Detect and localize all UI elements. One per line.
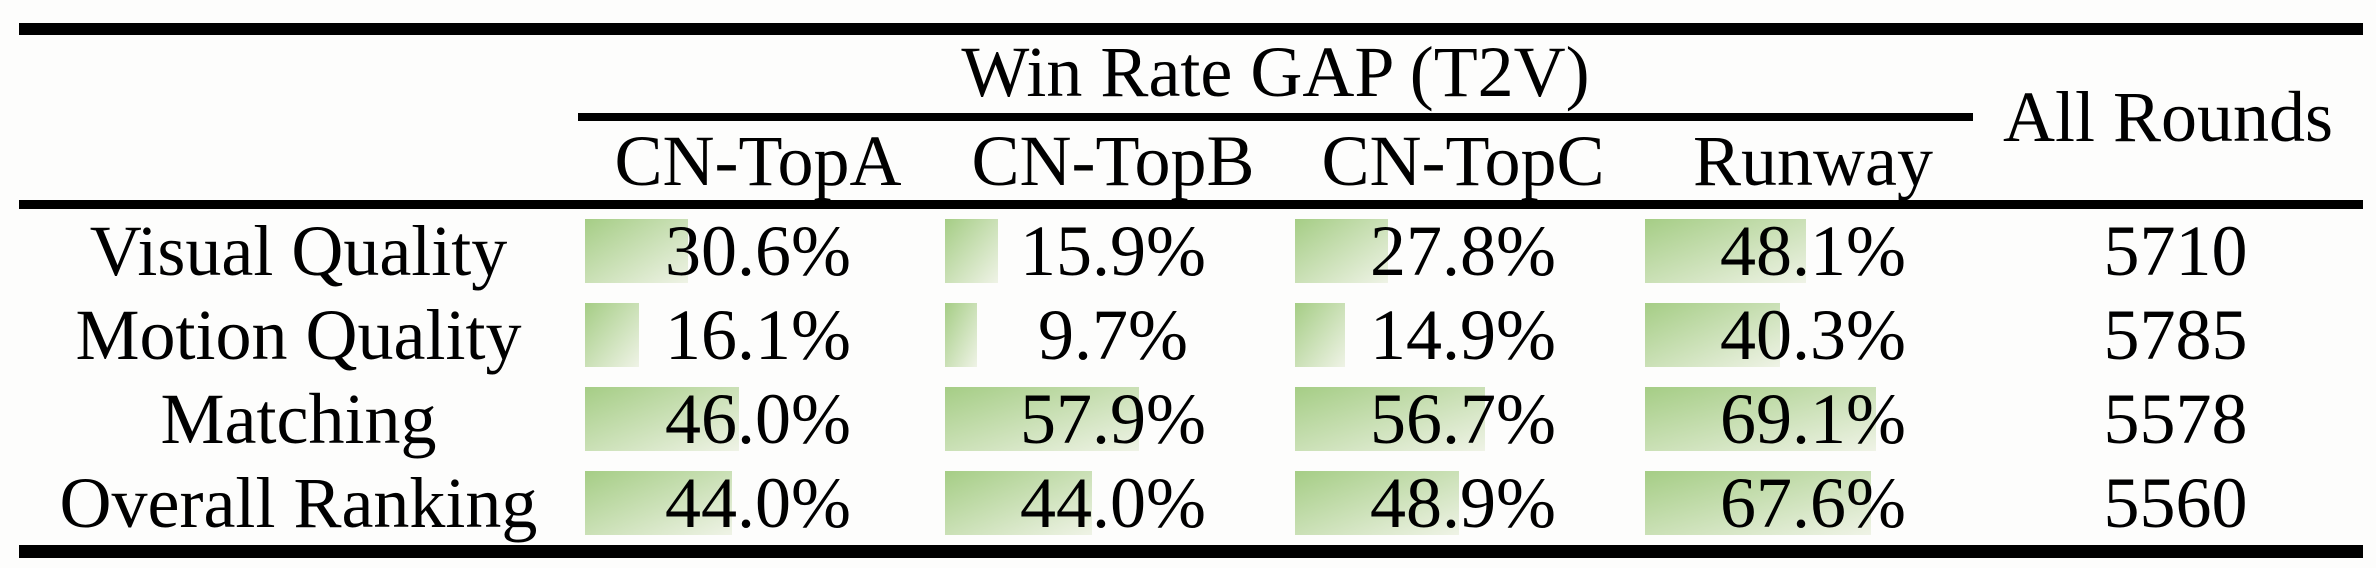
win-rate-bar bbox=[945, 387, 1139, 451]
row-label: Matching bbox=[160, 379, 437, 459]
group-header-win-rate-gap: Win Rate GAP (T2V) bbox=[961, 31, 1590, 112]
column-header-runway: Runway bbox=[1693, 120, 1933, 201]
all-rounds-column-header: All Rounds bbox=[2002, 76, 2334, 157]
win-rate-bar bbox=[585, 387, 740, 451]
all-rounds-value: 5578 bbox=[2103, 379, 2248, 459]
win-rate-bar bbox=[1645, 219, 1807, 283]
win-rate-value: 56.7% bbox=[1370, 379, 1556, 459]
win-rate-cell: 44.0% bbox=[578, 461, 938, 545]
win-rate-value: 14.9% bbox=[1370, 295, 1556, 375]
all-rounds-value: 5785 bbox=[2103, 295, 2248, 375]
column-header-row: CN-TopA CN-TopB CN-TopC Runway bbox=[578, 121, 1988, 200]
win-rate-cell: 14.9% bbox=[1288, 293, 1638, 377]
win-rate-value: 9.7% bbox=[1038, 295, 1188, 375]
win-rate-value: 30.6% bbox=[665, 211, 851, 291]
table-row: Motion Quality 16.1% 9.7% 14.9% 40.3% 5785 bbox=[19, 293, 2363, 377]
win-rate-cell: 27.8% bbox=[1288, 209, 1638, 293]
win-rate-cell: 16.1% bbox=[578, 293, 938, 377]
win-rate-cell: 67.6% bbox=[1638, 461, 1988, 545]
win-rate-value: 16.1% bbox=[665, 295, 851, 375]
win-rate-bar bbox=[1295, 387, 1485, 451]
win-rate-cell: 30.6% bbox=[578, 209, 938, 293]
all-rounds-value: 5560 bbox=[2103, 463, 2248, 543]
win-rate-cell: 48.1% bbox=[1638, 209, 1988, 293]
group-header-underline-rule bbox=[578, 113, 1973, 121]
win-rate-value: 69.1% bbox=[1720, 379, 1906, 459]
win-rate-bar bbox=[585, 303, 639, 367]
win-rate-bar bbox=[945, 303, 978, 367]
win-rate-value: 67.6% bbox=[1720, 463, 1906, 543]
header-separator-rule bbox=[19, 200, 2363, 209]
column-header-cn-topa: CN-TopA bbox=[614, 120, 902, 201]
win-rate-cell: 48.9% bbox=[1288, 461, 1638, 545]
win-rate-bar bbox=[1295, 303, 1345, 367]
table-row: Overall Ranking 44.0% 44.0% 48.9% 67.6% 5560 bbox=[19, 461, 2363, 545]
row-label: Motion Quality bbox=[75, 295, 522, 375]
column-header-cn-topb: CN-TopB bbox=[971, 120, 1255, 201]
win-rate-bar bbox=[1295, 471, 1459, 535]
win-rate-value: 40.3% bbox=[1720, 295, 1906, 375]
table-row: Matching 46.0% 57.9% 56.7% 69.1% 5578 bbox=[19, 377, 2363, 461]
win-rate-value: 27.8% bbox=[1370, 211, 1556, 291]
win-rate-cell: 9.7% bbox=[938, 293, 1288, 377]
win-rate-cell: 15.9% bbox=[938, 209, 1288, 293]
win-rate-value: 57.9% bbox=[1020, 379, 1206, 459]
win-rate-cell: 40.3% bbox=[1638, 293, 1988, 377]
win-rate-value: 44.0% bbox=[665, 463, 851, 543]
column-header-cn-topc: CN-TopC bbox=[1321, 120, 1605, 201]
top-rule bbox=[19, 23, 2363, 35]
win-rate-bar bbox=[1645, 471, 1872, 535]
win-rate-cell: 44.0% bbox=[938, 461, 1288, 545]
win-rate-bar bbox=[945, 471, 1093, 535]
bottom-rule bbox=[19, 545, 2363, 558]
win-rate-bar bbox=[1295, 219, 1389, 283]
row-label: Overall Ranking bbox=[59, 463, 538, 543]
win-rate-cell: 69.1% bbox=[1638, 377, 1988, 461]
row-label: Visual Quality bbox=[89, 211, 508, 291]
win-rate-bar bbox=[1645, 303, 1780, 367]
win-rate-value: 15.9% bbox=[1020, 211, 1206, 291]
win-rate-bar bbox=[945, 219, 999, 283]
win-rate-cell: 56.7% bbox=[1288, 377, 1638, 461]
win-rate-cell: 57.9% bbox=[938, 377, 1288, 461]
win-rate-bar bbox=[1645, 387, 1877, 451]
win-rate-value: 44.0% bbox=[1020, 463, 1206, 543]
all-rounds-value: 5710 bbox=[2103, 211, 2248, 291]
win-rate-value: 48.1% bbox=[1720, 211, 1906, 291]
win-rate-cell: 46.0% bbox=[578, 377, 938, 461]
table-row: Visual Quality 30.6% 15.9% 27.8% 48.1% 5710 bbox=[19, 209, 2363, 293]
win-rate-bar bbox=[585, 219, 688, 283]
win-rate-bar bbox=[585, 471, 733, 535]
table-body: Visual Quality 30.6% 15.9% 27.8% 48.1% 5710 Mo… bbox=[19, 209, 2363, 545]
win-rate-value: 48.9% bbox=[1370, 463, 1556, 543]
win-rate-value: 46.0% bbox=[665, 379, 851, 459]
